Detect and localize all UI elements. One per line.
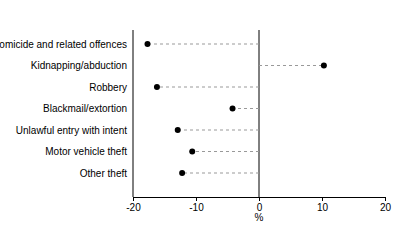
stem xyxy=(182,173,259,174)
y-axis: Homicide and related offences Kidnapping/… xyxy=(0,30,133,197)
dot xyxy=(154,84,160,90)
chart: -20 -10 0 10 20 Homicide and related offences… xyxy=(0,0,397,227)
x-tick: 20 xyxy=(380,197,392,213)
x-axis-line xyxy=(134,198,386,202)
x-axis-title: % xyxy=(255,212,264,223)
x-tick-label: 20 xyxy=(380,202,392,213)
x-tick-mark xyxy=(133,197,134,201)
stem xyxy=(233,108,259,109)
x-axis: -20 -10 0 10 20 xyxy=(126,197,391,213)
stem xyxy=(178,130,259,131)
y-tick: Kidnapping/abduction xyxy=(31,60,127,71)
dot xyxy=(144,41,150,47)
y-tick-label: Other theft xyxy=(80,168,127,179)
x-tick-label: -10 xyxy=(189,202,204,213)
y-tick-label: Robbery xyxy=(89,82,127,93)
x-tick-mark xyxy=(259,197,260,201)
x-tick-mark xyxy=(322,197,323,201)
x-tick: 0 xyxy=(257,197,263,213)
stem xyxy=(157,87,259,88)
y-tick: Homicide and related offences xyxy=(0,39,127,50)
y-tick-label: Kidnapping/abduction xyxy=(31,60,127,71)
y-tick-label: Unlawful entry with intent xyxy=(16,125,127,136)
y-axis-line xyxy=(133,30,134,197)
dot xyxy=(321,63,327,69)
y-tick: Other theft xyxy=(80,168,127,179)
x-tick: 10 xyxy=(317,197,329,213)
y-tick: Motor vehicle theft xyxy=(45,146,127,157)
y-tick-label: Blackmail/extortion xyxy=(43,103,127,114)
y-tick-label: Homicide and related offences xyxy=(0,39,127,50)
marks xyxy=(144,41,326,176)
x-tick: -20 xyxy=(126,197,141,213)
x-tick: -10 xyxy=(189,197,204,213)
stem xyxy=(192,151,259,152)
dot xyxy=(189,149,195,155)
dot xyxy=(179,170,185,176)
dot xyxy=(175,127,181,133)
stem xyxy=(259,65,324,66)
y-tick-label: Motor vehicle theft xyxy=(45,146,127,157)
x-tick-mark xyxy=(196,197,197,201)
stem xyxy=(147,44,259,45)
y-tick: Robbery xyxy=(89,82,127,93)
x-tick-mark xyxy=(385,197,386,201)
y-tick: Unlawful entry with intent xyxy=(16,125,127,136)
dot xyxy=(230,106,236,112)
x-tick-label: -20 xyxy=(126,202,141,213)
x-tick-label: 10 xyxy=(317,202,329,213)
y-tick: Blackmail/extortion xyxy=(43,103,127,114)
zero-line xyxy=(259,30,260,197)
